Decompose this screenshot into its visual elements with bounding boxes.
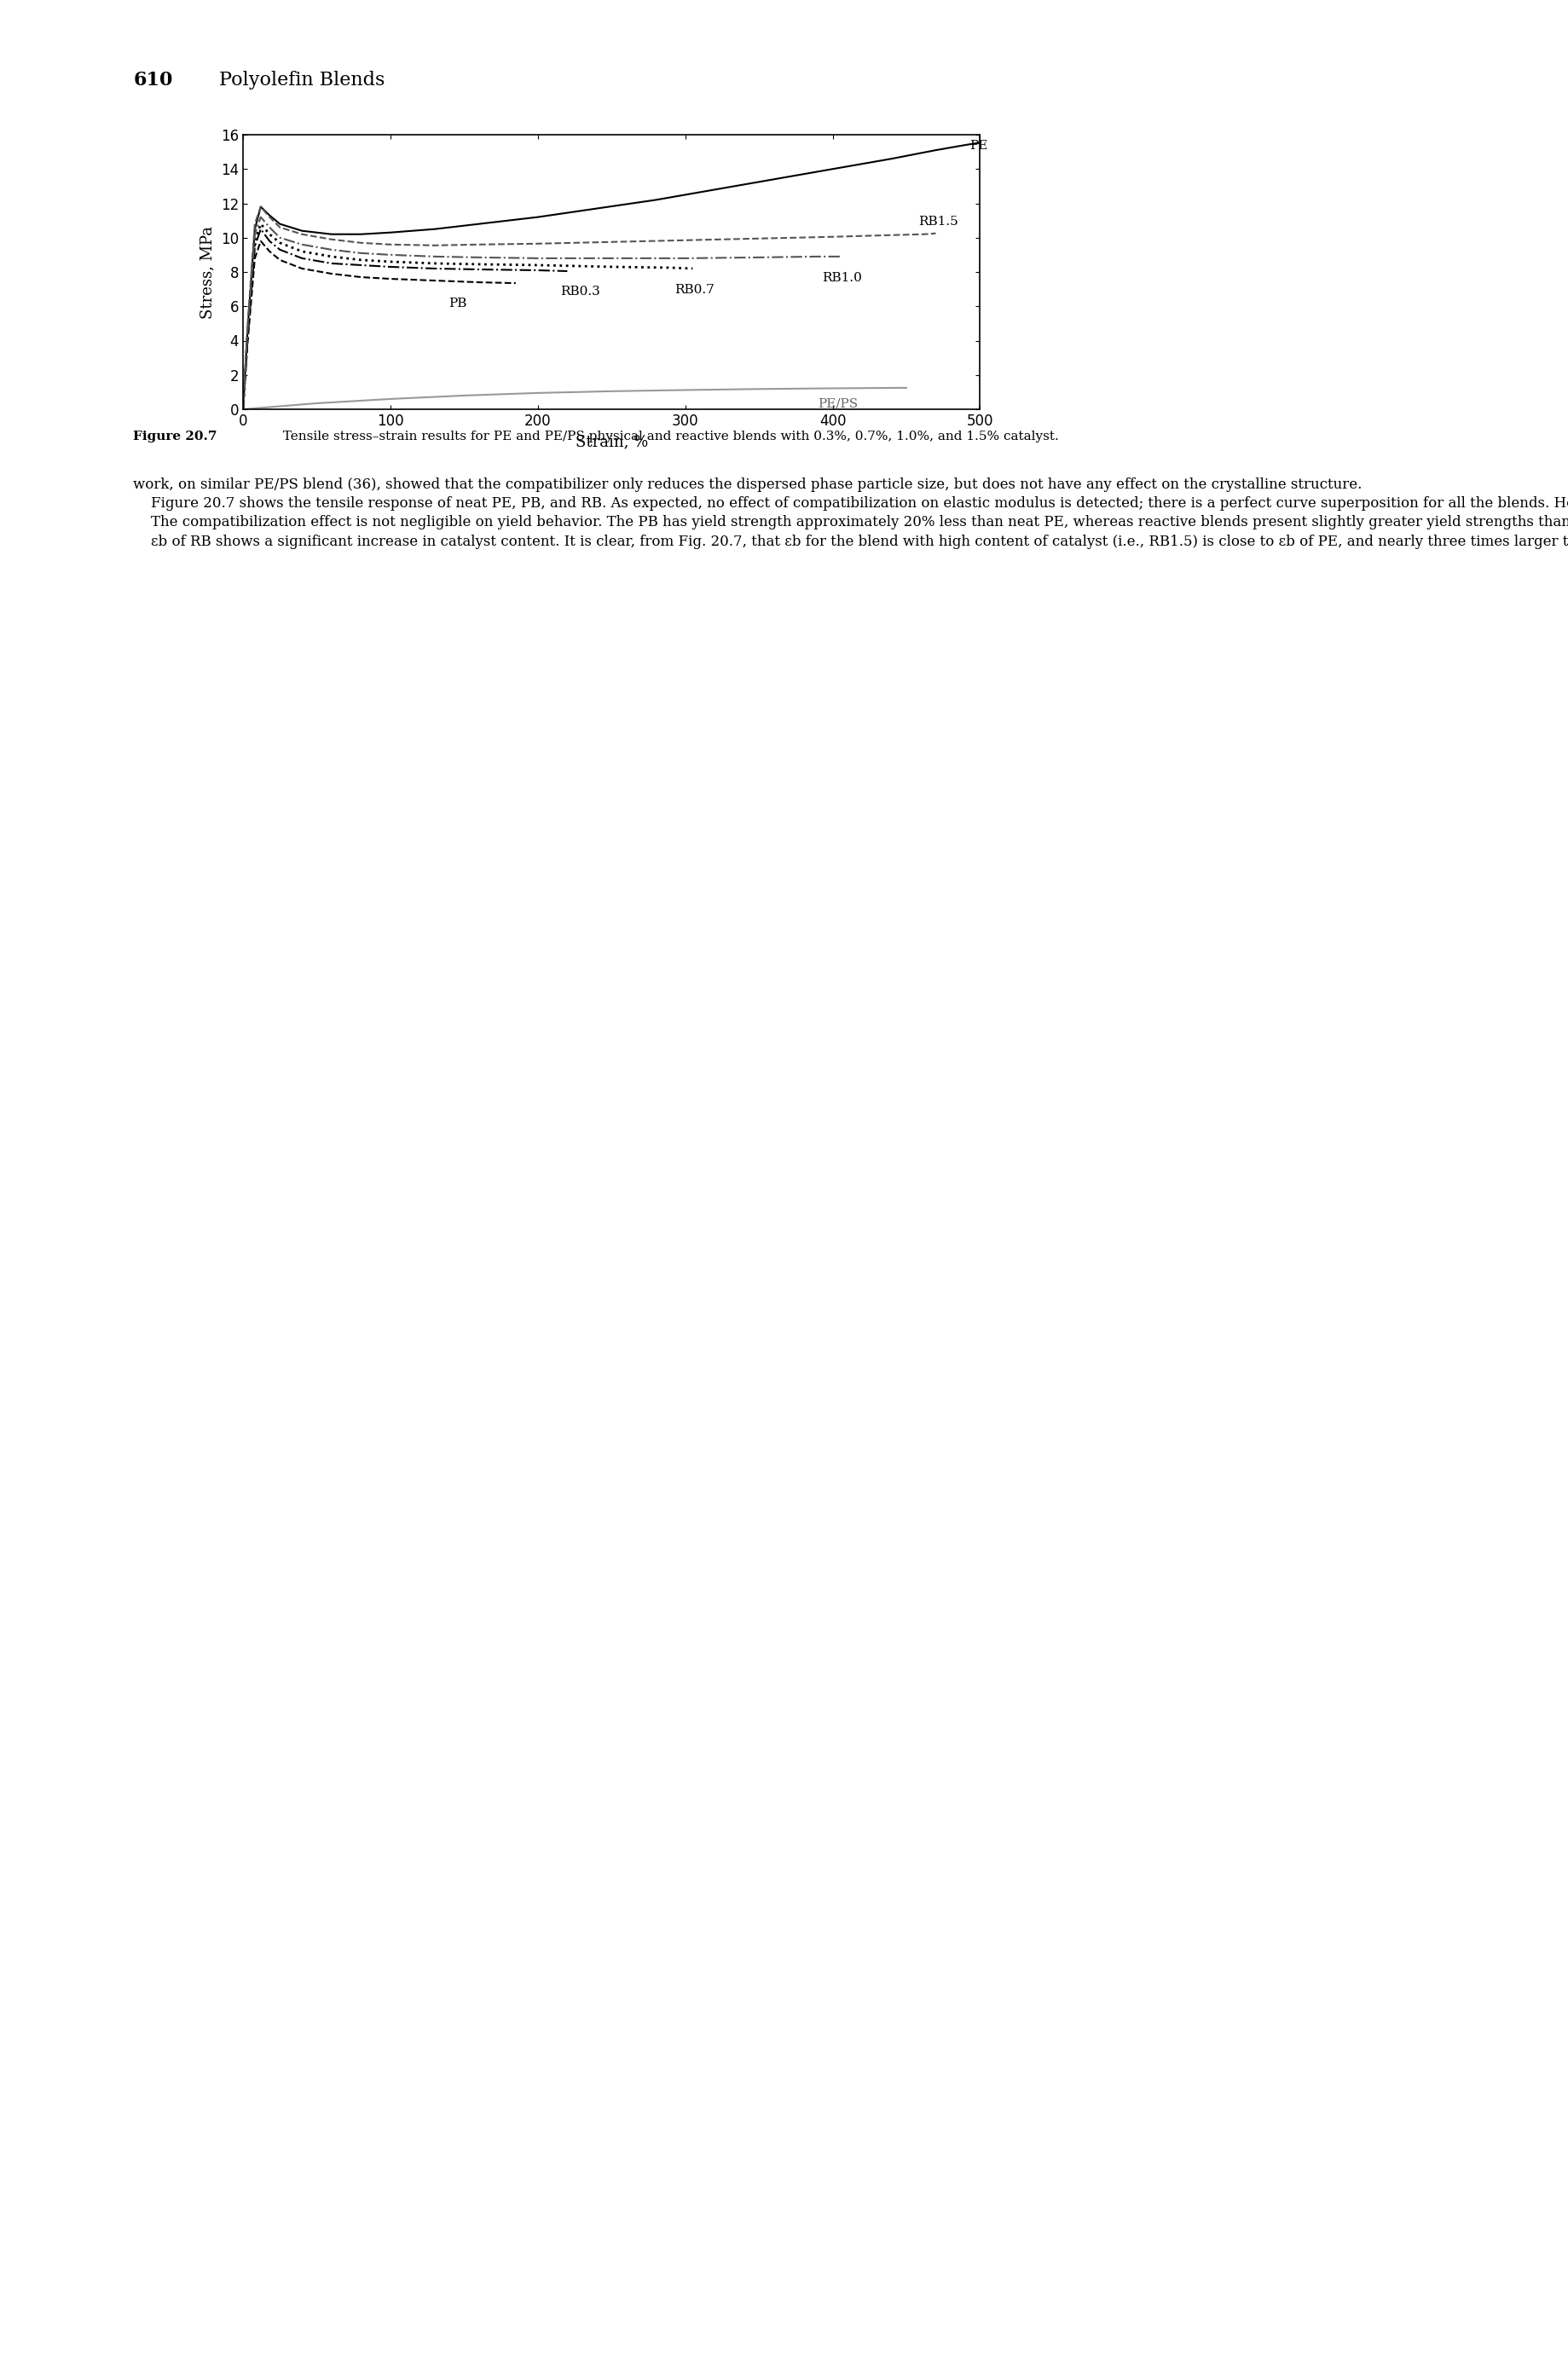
- Text: RB0.7: RB0.7: [674, 284, 715, 296]
- Y-axis label: Stress, MPa: Stress, MPa: [199, 225, 215, 319]
- Text: PE/PS: PE/PS: [818, 397, 858, 409]
- Text: PE: PE: [969, 140, 988, 151]
- Text: Polyolefin Blends: Polyolefin Blends: [220, 71, 386, 90]
- Text: work, on similar PE/PS blend (36), showed that the compatibilizer only reduces t: work, on similar PE/PS blend (36), showe…: [133, 478, 1568, 549]
- Text: 610: 610: [133, 71, 172, 90]
- Text: RB1.0: RB1.0: [822, 272, 862, 284]
- Text: RB0.3: RB0.3: [560, 286, 601, 298]
- Text: PB: PB: [448, 298, 467, 310]
- Text: Figure 20.7: Figure 20.7: [133, 431, 218, 442]
- Text: RB1.5: RB1.5: [919, 215, 958, 227]
- Text: Tensile stress–strain results for PE and PE/PS physical and reactive blends with: Tensile stress–strain results for PE and…: [274, 431, 1058, 442]
- X-axis label: Strain, %: Strain, %: [575, 435, 648, 450]
